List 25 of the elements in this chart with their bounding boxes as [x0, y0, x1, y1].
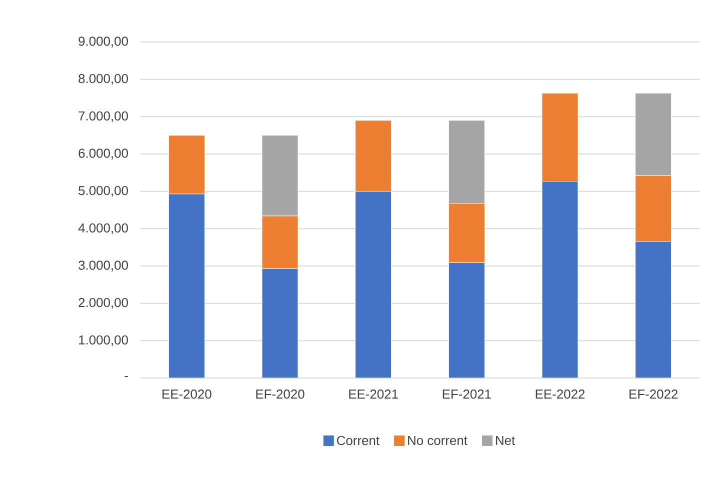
x-tick-label: EF-2020 — [256, 390, 304, 399]
bar — [262, 268, 298, 378]
legend-label: No corrent — [408, 436, 468, 446]
y-tick-label: 8.000,00 — [78, 74, 128, 85]
y-tick-label: 4.000,00 — [78, 223, 128, 234]
bar — [448, 262, 485, 378]
y-tick-label: - — [124, 376, 128, 378]
bar — [542, 181, 578, 378]
y-tick-label: 2.000,00 — [78, 298, 128, 309]
y-tick-label: 1.000,00 — [79, 335, 128, 346]
bar — [168, 194, 205, 378]
y-tick-label: 6.000,00 — [78, 148, 128, 160]
y-tick-label: 5.000,00 — [78, 186, 128, 197]
x-tick-label: EE-2020 — [162, 390, 212, 399]
bar — [355, 191, 392, 378]
y-tick-label: 9.000,00 — [78, 36, 128, 48]
bar — [635, 241, 672, 378]
legend-label: Corrent — [337, 436, 380, 446]
y-tick-label: 3.000,00 — [78, 260, 128, 272]
x-tick-label: EE-2022 — [536, 390, 585, 399]
x-tick-label: EE-2021 — [349, 390, 398, 399]
legend-label: Net — [496, 436, 516, 446]
x-tick-label: EF-2021 — [442, 390, 491, 399]
y-tick-label: 7.000,00 — [78, 111, 128, 122]
x-tick-label: EF-2022 — [630, 390, 678, 399]
